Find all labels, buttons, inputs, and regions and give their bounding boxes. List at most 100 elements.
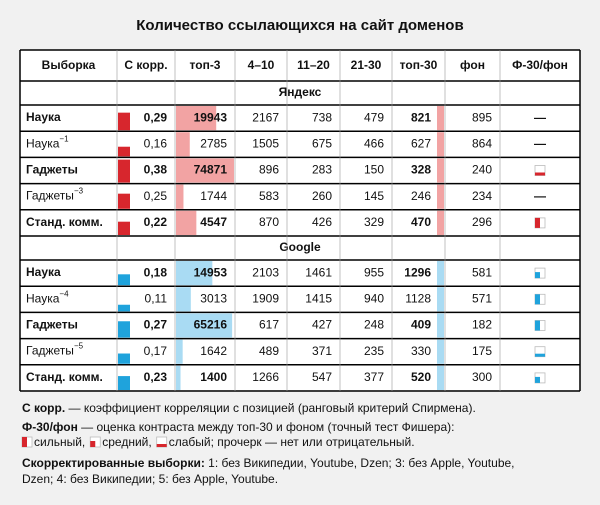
cell-value: 470 (411, 215, 431, 229)
note: Скорректированные выборки: 1: без Википе… (22, 456, 515, 470)
section-label: Google (279, 240, 321, 254)
row-label: Станд. комм. (26, 370, 103, 384)
correlation-bar (118, 221, 130, 235)
cell-value: 0,18 (144, 265, 168, 279)
cell-value: 0,11 (145, 291, 168, 305)
cell-value: 895 (472, 110, 492, 124)
cell-value: 955 (364, 265, 384, 279)
cell-value: 581 (472, 265, 492, 279)
row-name: Наука (26, 291, 60, 305)
cell-value: 65216 (194, 318, 228, 332)
row-label: Наука−1 (26, 134, 69, 150)
note-text: — коэффициент корреляции с позицией (ран… (65, 401, 476, 415)
legend-text: сильный, (34, 435, 85, 449)
cell-value: 0,17 (144, 344, 168, 358)
row-name: Наука (26, 110, 61, 124)
cell-value: 328 (411, 163, 431, 177)
table-background (20, 50, 580, 390)
icon-fill (535, 294, 540, 305)
cell-value: 1296 (404, 265, 431, 279)
contrast-icon (21, 436, 33, 448)
note-term: С корр. (22, 401, 65, 415)
correlation-bar (118, 146, 130, 157)
top3-bar (176, 339, 183, 364)
cell-value: 870 (259, 215, 279, 229)
note-term: Скорректированные выборки: (22, 456, 205, 470)
cell-value: 74871 (194, 163, 228, 177)
note: С корр. — коэффициент корреляции с позиц… (22, 401, 476, 415)
cell-value: 19943 (194, 110, 228, 124)
cell-value: 0,16 (144, 136, 168, 150)
column-header: Выборка (42, 58, 96, 72)
cell-value: 896 (259, 163, 279, 177)
row-label: Станд. комм. (26, 215, 103, 229)
cell-value: 377 (364, 370, 384, 384)
column-header: 11–20 (297, 58, 330, 72)
top3-bar (176, 132, 190, 157)
icon-fill (535, 217, 540, 228)
top3-bar (176, 287, 191, 312)
correlation-bar (118, 376, 130, 390)
correlation-bar (118, 159, 130, 183)
row-name: Наука (26, 136, 60, 150)
cell-value: 479 (364, 110, 384, 124)
top3-bar (176, 184, 184, 209)
icon-fill (90, 441, 96, 447)
cell-value: 0,22 (144, 215, 168, 229)
cell-value: 1642 (200, 344, 227, 358)
note-text: — оценка контраста между топ-30 и фоном … (78, 420, 455, 434)
section-label: Яндекс (279, 85, 322, 99)
top30-bar (437, 106, 444, 131)
cell-value: 234 (472, 189, 492, 203)
cell-value: 260 (312, 189, 332, 203)
row-label: Наука−4 (26, 289, 69, 305)
correlation-bar (118, 112, 130, 131)
correlation-bar (118, 193, 130, 209)
cell-value: 738 (312, 110, 332, 124)
top3-bar (176, 158, 234, 183)
contrast-icon (89, 436, 101, 448)
row-superscript: −3 (74, 187, 84, 196)
cell-value: 14953 (194, 265, 228, 279)
cell-value: 300 (472, 370, 492, 384)
column-header: фон (460, 58, 485, 72)
cell-value: 547 (312, 370, 332, 384)
icon-fill (22, 437, 27, 447)
top30-bar (437, 261, 444, 286)
column-header: 4–10 (248, 58, 275, 72)
column-header: топ-30 (400, 58, 438, 72)
cell-value: 330 (411, 344, 431, 358)
cell-value: 145 (364, 189, 384, 203)
cell-value: 150 (364, 163, 384, 177)
cell-value: 1128 (405, 291, 431, 305)
cell-value: 1266 (252, 370, 279, 384)
contrast-icon (534, 293, 546, 305)
top3-bar (176, 313, 233, 338)
top3-bar (176, 106, 217, 131)
cell-value: 371 (312, 344, 332, 358)
cell-value: 466 (364, 136, 384, 150)
cell-value: 427 (312, 318, 332, 332)
top3-bar (176, 365, 181, 390)
top30-bar (437, 313, 444, 338)
top30-bar (437, 158, 444, 183)
top30-bar (437, 210, 444, 235)
cell-value: 1461 (305, 265, 332, 279)
cell-value: 1415 (305, 291, 332, 305)
cell-value: 240 (472, 163, 492, 177)
row-name: Гаджеты (26, 318, 78, 332)
top30-bar (437, 365, 444, 390)
cell-value: 1400 (200, 370, 227, 384)
column-header: Ф-30/фон (512, 58, 568, 72)
contrast-icon (534, 372, 546, 384)
row-name: Станд. комм. (26, 370, 103, 384)
row-label: Гаджеты−5 (26, 342, 84, 358)
cell-value: 2167 (252, 110, 279, 124)
icon-fill (156, 444, 167, 447)
cell-value: 0,27 (144, 318, 168, 332)
legend-text: слабый; прочерк — нет или отрицательный. (169, 435, 415, 449)
row-name: Станд. комм. (26, 215, 103, 229)
top30-bar (437, 184, 444, 209)
cell-value: 0,38 (144, 163, 168, 177)
